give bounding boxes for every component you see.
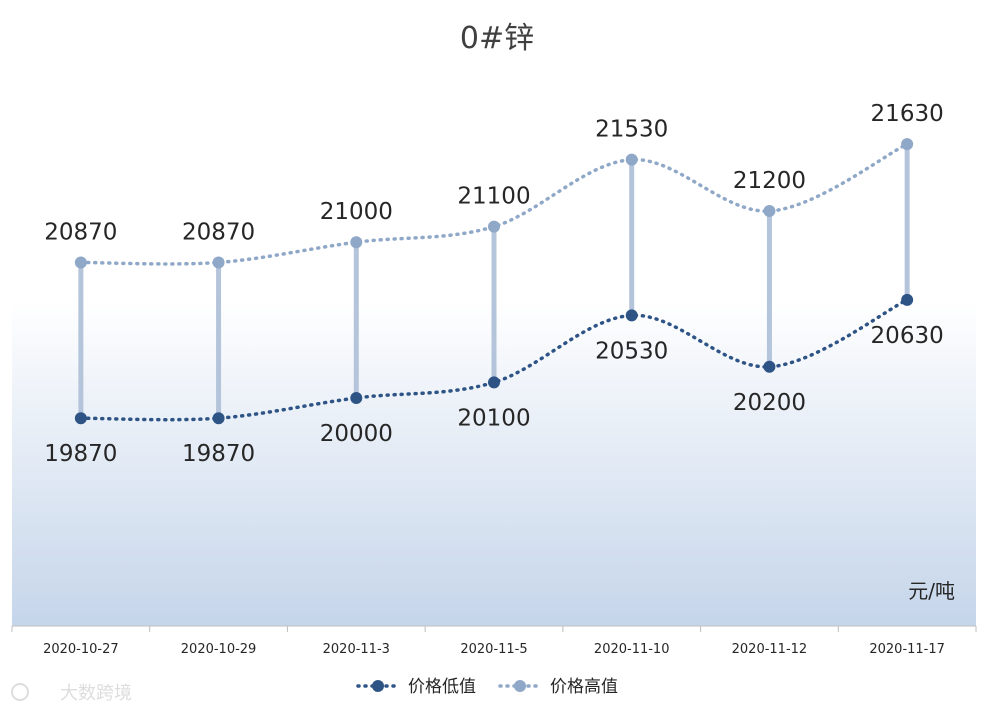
data-label: 21530	[595, 117, 668, 143]
data-point	[350, 391, 363, 404]
x-tick-label: 2020-11-12	[732, 642, 808, 657]
data-point	[625, 309, 638, 322]
watermark-text: 大数跨境	[60, 683, 132, 704]
data-point	[350, 236, 363, 249]
legend: 价格低值 价格高值	[356, 677, 618, 697]
data-label: 20530	[595, 338, 668, 364]
data-label: 20870	[44, 219, 117, 245]
legend-label: 价格低值	[408, 677, 476, 697]
high-low-lines	[78, 144, 910, 419]
x-tick-label: 2020-11-3	[323, 642, 390, 657]
watermark-logo-icon	[11, 683, 29, 701]
data-point	[74, 412, 87, 425]
data-point	[901, 293, 914, 306]
data-label: 19870	[182, 441, 255, 467]
data-labels: 19870 19870 20000 20100 20530 20200 20630 20870…	[44, 101, 943, 467]
data-label: 20000	[320, 421, 393, 447]
data-label: 19870	[44, 441, 117, 467]
data-point	[625, 153, 638, 166]
legend-label: 价格高值	[550, 677, 618, 697]
x-tick-label: 2020-10-27	[43, 642, 119, 657]
x-tick-label: 2020-10-29	[181, 642, 257, 657]
data-label: 20200	[733, 390, 806, 416]
data-point	[212, 412, 225, 425]
data-label: 21100	[457, 184, 530, 210]
data-point	[488, 220, 500, 233]
data-point	[212, 256, 225, 269]
x-tick-label: 2020-11-10	[594, 642, 670, 657]
data-label: 21630	[871, 101, 944, 127]
data-label: 20630	[871, 323, 944, 349]
chart-title: 0#锌	[460, 21, 534, 56]
watermark: 大数跨境	[11, 683, 132, 704]
data-label: 21000	[320, 199, 393, 225]
series-layer	[74, 138, 914, 425]
data-point	[488, 376, 500, 389]
data-point	[763, 360, 776, 373]
data-label: 20870	[182, 219, 255, 245]
data-point	[74, 256, 87, 269]
data-point	[901, 138, 914, 151]
data-point	[763, 205, 776, 218]
x-tick-label: 2020-11-5	[460, 642, 527, 657]
data-label: 21200	[733, 168, 806, 194]
unit-label: 元/吨	[908, 579, 955, 603]
legend-marker	[372, 680, 384, 692]
x-tick-label: 2020-11-17	[869, 642, 945, 657]
legend-marker	[514, 680, 526, 692]
data-label: 20100	[457, 405, 530, 431]
x-axis: 2020-10-27 2020-10-29 2020-11-3 2020-11-5 20…	[11, 625, 977, 657]
